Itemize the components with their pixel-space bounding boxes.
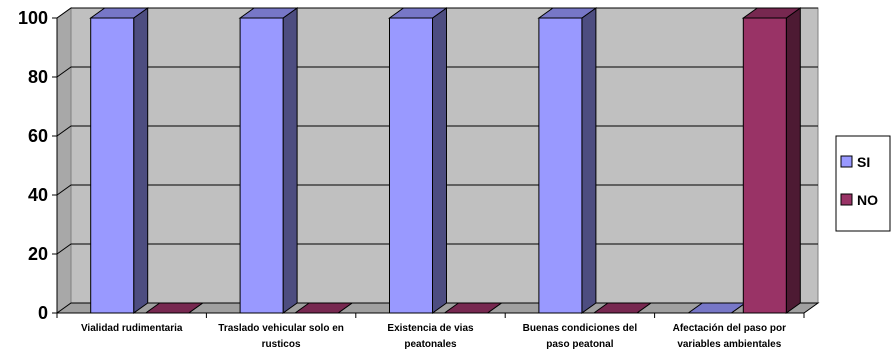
category-label: Traslado vehicular solo en <box>218 323 344 334</box>
category-label: Existencia de vias <box>387 323 474 334</box>
bar-front <box>389 17 433 314</box>
legend-label-no: NO <box>857 192 878 208</box>
category-label: Afectación del paso por <box>673 323 786 334</box>
bar-side <box>282 7 298 314</box>
side-wall <box>56 7 72 314</box>
category-label: paso peatonal <box>546 339 613 350</box>
bar-si <box>89 7 150 314</box>
legend: SI NO <box>835 135 891 232</box>
bar-side <box>432 7 447 314</box>
y-tick-label: 40 <box>28 185 48 205</box>
bar-side <box>785 7 801 314</box>
bar-top <box>592 302 653 314</box>
bar-top <box>293 302 354 314</box>
bar-no <box>442 302 504 314</box>
bar-side <box>581 7 597 314</box>
y-tick-label: 20 <box>28 244 48 264</box>
bar-si <box>387 7 449 314</box>
bar-front <box>90 17 135 314</box>
bar-front <box>239 17 284 314</box>
y-tick-label: 100 <box>18 8 48 28</box>
bar-no <box>592 302 653 314</box>
legend-label-si: SI <box>857 154 870 170</box>
category-label: Buenas condiciones del <box>523 323 638 334</box>
category-label: Vialidad rudimentaria <box>81 323 183 334</box>
bar-side <box>133 7 149 314</box>
bar-no <box>741 7 802 314</box>
legend-swatch-si <box>840 155 853 168</box>
bar-top <box>144 302 205 314</box>
y-tick-label: 80 <box>28 67 48 87</box>
bar-si <box>238 7 299 314</box>
bar-front <box>538 17 583 314</box>
y-tick-label: 0 <box>38 303 48 323</box>
legend-box <box>835 135 891 232</box>
bars <box>89 7 802 314</box>
labels: 0 20 40 60 80 100 Vialidad rudimentaria Traslad… <box>18 8 786 350</box>
bar-si <box>537 7 598 314</box>
legend-swatch-no <box>840 193 853 206</box>
category-label: variables ambientales <box>677 339 781 350</box>
bar-top <box>442 302 504 314</box>
y-tick-label: 60 <box>28 126 48 146</box>
bar-no <box>144 302 205 314</box>
category-label: peatonales <box>404 339 457 350</box>
category-label: rusticos <box>262 339 301 350</box>
bar-front <box>742 17 787 314</box>
bar-no <box>293 302 354 314</box>
